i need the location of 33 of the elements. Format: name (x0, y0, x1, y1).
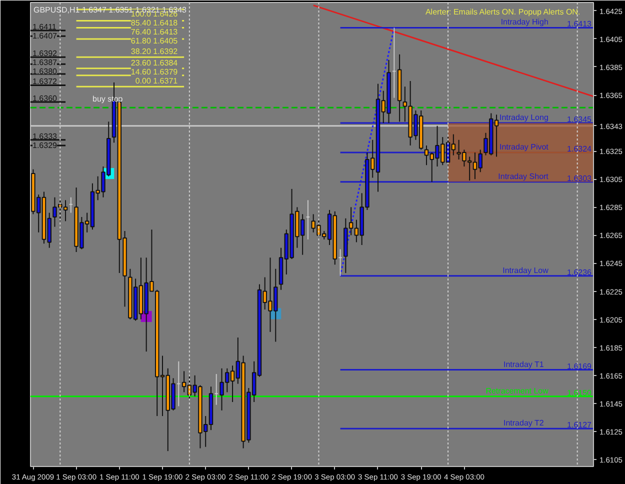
data-label: 1.6236 (567, 268, 592, 277)
series-label: 1.6380 (32, 67, 58, 76)
series-label: 1.6387 (32, 58, 58, 68)
series-label: Intraday Low (502, 266, 549, 275)
series-label: Intraday Pivot (499, 142, 550, 152)
data-label: 1.6303 (567, 174, 592, 183)
series-label: 1.6360 (32, 94, 58, 104)
data-label: 1.6127 (567, 420, 592, 430)
series-label: 38.20 1.6392 (130, 47, 178, 56)
series-label: 1.6329 (32, 140, 58, 150)
data-label: 1.6169 (567, 362, 592, 371)
series-label: Intraday T2 (503, 418, 544, 428)
series-label: 1.6392 (32, 49, 58, 58)
annotation: Alerter: Emails Alerts ON. Popup Alerts ON. (425, 8, 580, 16)
data-label: 1.6324 (567, 144, 592, 154)
series-label: 61.80 1.6405 (130, 36, 178, 46)
series-label: 1.6372 (32, 77, 58, 86)
data-label: 1.6150 (567, 388, 592, 398)
series-label: 85.40 1.6418 (130, 18, 178, 28)
data-label: 1.6413 (567, 20, 592, 29)
series-label: Intraday Short (498, 172, 550, 181)
series-label: Intraday Long (499, 113, 548, 122)
series-label: 14.60 1.6379 (130, 67, 178, 76)
data-label: 1.6345 (567, 115, 592, 124)
series-label: 1.6411 (32, 22, 57, 32)
series-label: 23.60 1.6384 (130, 58, 178, 68)
series-label: 1.6407 (32, 32, 58, 41)
series-label: Intraday High (500, 18, 548, 27)
series-label: 0.00 1.6371 (135, 76, 178, 86)
series-label: 1.6333 (32, 132, 58, 141)
series-label: Intraday T1 (503, 360, 544, 369)
series-label: 76.40 1.6413 (130, 27, 178, 36)
series-label: Retracement Low (486, 386, 549, 396)
